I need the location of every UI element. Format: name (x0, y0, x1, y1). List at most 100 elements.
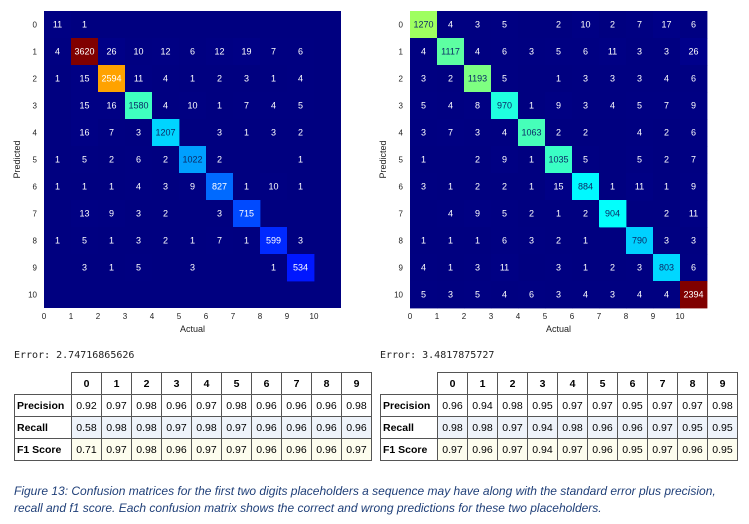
cell-value-label: 4 (502, 128, 507, 138)
cell-value-label: 4 (448, 101, 453, 111)
heatmap-cell (437, 38, 465, 66)
table-cell: 0.95 (617, 438, 648, 461)
cell-value-label: 2 (664, 209, 669, 219)
x-tick-label: 9 (285, 312, 290, 321)
heatmap-cell (287, 38, 315, 66)
heatmap-cell (572, 173, 600, 201)
cell-value-label: 2 (556, 128, 561, 138)
cell-value-label: 3 (421, 74, 426, 84)
cell-value-label: 1 (298, 182, 303, 192)
cell-value-label: 5 (583, 155, 588, 165)
heatmap-cell (626, 227, 654, 255)
heatmap-cell (179, 254, 207, 282)
cell-value-label: 6 (190, 47, 195, 57)
cell-value-label: 2 (529, 209, 534, 219)
cell-value-label: 2 (556, 236, 561, 246)
heatmap-cell (491, 254, 519, 282)
heatmap-cell (125, 92, 153, 120)
cell-value-label: 5 (82, 155, 87, 165)
table-row: Precision 0.96 0.94 0.98 0.95 0.97 0.97 0.95 0.9… (380, 394, 738, 417)
heatmap-cell (518, 146, 546, 174)
column-header: 7 (647, 372, 678, 395)
heatmap-cell (626, 65, 654, 93)
x-tick-label: 5 (543, 312, 548, 321)
cell-value-label: 2 (475, 182, 480, 192)
heatmap-cell (71, 173, 99, 201)
x-tick-label: 7 (597, 312, 602, 321)
heatmap-cell (491, 92, 519, 120)
cell-value-label: 26 (106, 47, 116, 57)
heatmap-cell (410, 11, 438, 39)
table-cell: 0.98 (101, 416, 132, 439)
cell-value-label: 3620 (74, 47, 94, 57)
heatmap-cell (491, 227, 519, 255)
y-tick-label: 8 (399, 237, 404, 246)
cell-value-label: 970 (497, 101, 512, 111)
table-cell: 0.96 (311, 416, 342, 439)
cell-value-label: 13 (79, 209, 89, 219)
cell-value-label: 3 (190, 263, 195, 273)
cell-value-label: 6 (136, 155, 141, 165)
cell-value-label: 3 (529, 47, 534, 57)
cell-value-label: 1 (244, 182, 249, 192)
heatmap-cell (125, 65, 153, 93)
table-cell: 0.97 (161, 416, 192, 439)
table-cell: 0.96 (437, 394, 468, 417)
heatmap-cell (410, 227, 438, 255)
cell-value-label: 3 (610, 74, 615, 84)
table-cell: 0.96 (311, 438, 342, 461)
table-cell: 0.98 (341, 394, 372, 417)
cell-value-label: 4 (421, 263, 426, 273)
heatmap-cell (599, 11, 627, 39)
heatmap-cell (125, 119, 153, 147)
cell-value-label: 11 (500, 263, 509, 273)
cell-value-label: 4 (448, 20, 453, 30)
heatmap-cell (680, 119, 708, 147)
heatmap-cell (599, 281, 627, 309)
cell-value-label: 3 (136, 236, 141, 246)
heatmap-cell (71, 254, 99, 282)
confusion-matrix-right: 1270 4 3 5 2 10 2 7 17 64 1117 4 6 3 5 6 11 3 3 263 2 1193 5 1 3… (378, 11, 708, 334)
heatmap-cell (545, 11, 573, 39)
cell-value-label: 12 (160, 47, 170, 57)
cell-value-label: 3 (244, 74, 249, 84)
cell-value-label: 4 (637, 290, 642, 300)
cell-value-label: 4 (271, 101, 276, 111)
heatmap-cell (653, 11, 681, 39)
cell-value-label: 3 (529, 236, 534, 246)
cell-value-label: 2 (610, 20, 615, 30)
heatmap-cell (545, 38, 573, 66)
column-header: 7 (281, 372, 312, 395)
cell-value-label: 11 (134, 74, 143, 84)
x-tick-label: 8 (258, 312, 263, 321)
cell-value-label: 4 (421, 47, 426, 57)
heatmap-cell (437, 119, 465, 147)
error-label-left: Error: 2.74716865626 (14, 350, 135, 361)
cell-value-label: 6 (691, 20, 696, 30)
row-label: Recall (380, 416, 438, 439)
heatmap-cell (44, 227, 72, 255)
cell-value-label: 3 (298, 236, 303, 246)
cell-value-label: 26 (688, 47, 698, 57)
cell-value-label: 3 (583, 101, 588, 111)
column-header: 2 (497, 372, 528, 395)
cell-value-label: 6 (502, 236, 507, 246)
heatmap-cell (572, 200, 600, 228)
heatmap-cell (491, 119, 519, 147)
heatmap-cell (410, 65, 438, 93)
cell-value-label: 1 (529, 155, 534, 165)
y-tick-label: 1 (33, 48, 38, 57)
heatmap-cell (437, 173, 465, 201)
heatmap-cell (491, 200, 519, 228)
y-tick-label: 6 (33, 183, 38, 192)
cell-value-label: 1 (610, 182, 615, 192)
table-cell: 0.97 (191, 438, 222, 461)
table-row: Recall 0.58 0.98 0.98 0.97 0.98 0.97 0.96 0.96 0.… (14, 416, 372, 439)
table-cell: 0.97 (587, 394, 618, 417)
table-cell: 0.97 (191, 394, 222, 417)
heatmap-cell (98, 227, 126, 255)
heatmap-cell (44, 65, 72, 93)
table-cell: 0.96 (281, 394, 312, 417)
cell-value-label: 5 (421, 101, 426, 111)
heatmap-cell (125, 200, 153, 228)
